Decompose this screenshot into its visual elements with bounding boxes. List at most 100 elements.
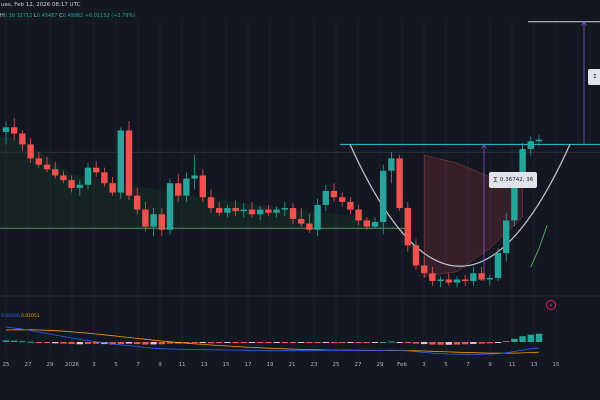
candle-body <box>380 170 387 223</box>
time-axis-tick: 9 <box>488 362 492 368</box>
candle-body <box>125 130 133 196</box>
candle-body <box>289 208 297 219</box>
macd-histogram-bar <box>76 342 83 345</box>
macd-histogram-bar <box>117 342 124 344</box>
candle-body <box>535 139 543 142</box>
macd-histogram-bar <box>298 342 305 343</box>
candle-body <box>355 209 362 221</box>
candle-body <box>142 209 149 227</box>
time-axis-tick: 23 <box>310 362 318 368</box>
candle-body <box>134 195 141 210</box>
macd-histogram-bar <box>232 342 239 343</box>
candle-body <box>199 175 206 198</box>
candle-body <box>453 279 461 283</box>
time-axis-tick: 29 <box>46 362 54 368</box>
macd-line <box>5 326 540 355</box>
time-axis-tick: Feb <box>397 362 407 368</box>
candle-body <box>27 144 34 159</box>
ohlc-label-high: H <box>0 13 4 19</box>
signal-label: 0.01051 <box>21 314 40 319</box>
time-axis-tick: 11 <box>178 362 186 368</box>
macd-histogram-bar <box>43 342 51 343</box>
time-axis[interactable]: 25 27 29 2026 3 5 7 9 11 13 15 17 19 21 23 25 27 29 Feb 3 5 7… <box>0 360 600 376</box>
macd-histogram-bar <box>355 342 362 343</box>
ohlc-value-low: 0.45487 <box>36 13 60 19</box>
signal-line <box>5 329 540 354</box>
macd-histogram-bar <box>289 342 297 343</box>
time-axis-tick: 25 <box>332 362 340 368</box>
candle-body <box>84 167 92 185</box>
macd-histogram-bar <box>339 342 346 343</box>
macd-histogram-bar <box>224 342 231 343</box>
candle-body <box>60 175 67 181</box>
candle-body <box>404 208 411 246</box>
macd-histogram-bar <box>453 342 461 345</box>
time-axis-tick: 7 <box>136 362 140 368</box>
macd-histogram-bar <box>68 342 75 344</box>
time-axis-tick: 19 <box>266 362 274 368</box>
time-axis-tick: 5 <box>114 362 118 368</box>
measure-tooltip-top-text: Σ <box>593 74 597 80</box>
macd-histogram-bar <box>478 342 485 344</box>
candle-body <box>306 223 313 230</box>
macd-histogram-bar <box>380 342 387 343</box>
macd-histogram-bar <box>11 340 18 342</box>
macd-histogram-bar <box>273 342 280 343</box>
candle-body <box>470 273 477 282</box>
macd-histogram-bar <box>445 342 452 345</box>
candle-body <box>478 273 485 280</box>
macd-histogram-bar <box>363 342 370 343</box>
macd-histogram-bar <box>60 342 67 344</box>
macd-histogram-bar <box>462 342 469 345</box>
candle-body <box>462 279 469 282</box>
alert-icon[interactable]: ▴ <box>546 300 556 310</box>
macd-histogram-bar <box>281 342 288 343</box>
candle-body <box>486 277 493 280</box>
time-axis-tick: 27 <box>354 362 362 368</box>
candle-body <box>330 190 338 198</box>
macd-histogram-bar <box>27 341 34 343</box>
macd-histogram-bar <box>142 342 149 345</box>
time-axis-tick: 25 <box>2 362 10 368</box>
macd-histogram-bar <box>347 342 354 343</box>
candle-body <box>248 209 256 215</box>
candle-body <box>339 197 346 202</box>
time-axis-tick: 15 <box>552 362 560 368</box>
measure-tooltip[interactable]: ∑ 0.36742, 36 <box>489 172 537 188</box>
macd-histogram-bar <box>125 342 133 344</box>
macd-histogram-bar <box>109 342 116 345</box>
macd-histogram-bar <box>93 342 100 344</box>
macd-histogram-bar <box>2 340 10 342</box>
macd-histogram-bar <box>404 342 411 343</box>
time-axis-tick: 21 <box>288 362 296 368</box>
time-axis-tick: 27 <box>24 362 32 368</box>
macd-histogram-bar <box>314 342 321 343</box>
macd-histogram-bar <box>191 342 198 343</box>
macd-histogram-bar <box>52 342 59 344</box>
time-axis-tick: 3 <box>422 362 426 368</box>
macd-histogram-bar <box>248 342 256 343</box>
candle-body <box>240 209 247 212</box>
candle-body <box>101 172 108 184</box>
candle-body <box>314 204 321 230</box>
macd-histogram-bar <box>257 342 264 343</box>
ohlc-value-close: 0.49982 <box>62 13 85 19</box>
macd-histogram-bar <box>84 342 92 344</box>
macd-histogram-bar <box>150 342 157 345</box>
candle-body <box>388 158 395 171</box>
macd-histogram-bar <box>503 341 510 343</box>
candle-body <box>11 127 18 134</box>
macd-histogram-bar <box>265 342 272 343</box>
candle-body <box>2 127 10 132</box>
macd-histogram-bar <box>306 342 313 343</box>
candle-body <box>371 222 379 227</box>
accumulation-zone <box>0 136 400 229</box>
measure-tooltip-top[interactable]: Σ <box>588 69 600 85</box>
macd-histogram-bar <box>388 341 395 343</box>
macd-histogram-bar <box>519 336 526 342</box>
candle-body <box>363 220 370 227</box>
macd-histogram-bar <box>19 341 26 343</box>
candle-body <box>257 209 264 215</box>
macd-histogram-bar <box>35 342 42 343</box>
